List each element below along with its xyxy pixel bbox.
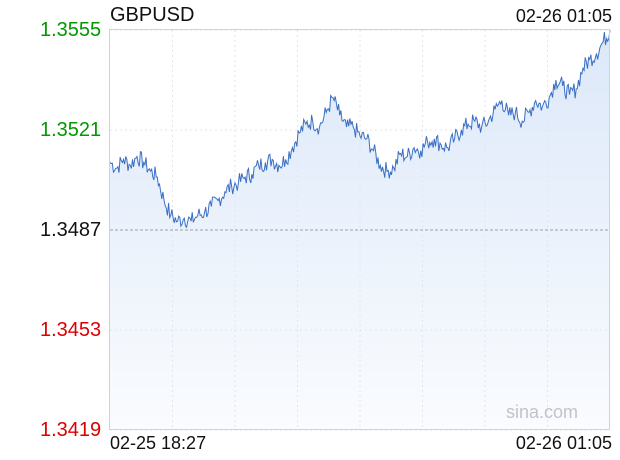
watermark-text: sina.com (506, 402, 579, 422)
price-line (109, 29, 611, 229)
x-end-label: 02-26 01:05 (515, 433, 612, 453)
plot-frame (109, 29, 610, 430)
y-tick-label: 1.3453 (40, 319, 102, 341)
x-start-label: 02-25 18:27 (110, 433, 207, 453)
latest-time-label: 02-26 01:05 (515, 6, 612, 26)
y-tick-label: 1.3555 (40, 19, 102, 41)
y-tick-label: 1.3521 (40, 119, 102, 141)
y-tick-label: 1.3487 (40, 219, 102, 241)
y-tick-label: 1.3419 (40, 419, 102, 441)
chart-title: GBPUSD (110, 4, 195, 26)
